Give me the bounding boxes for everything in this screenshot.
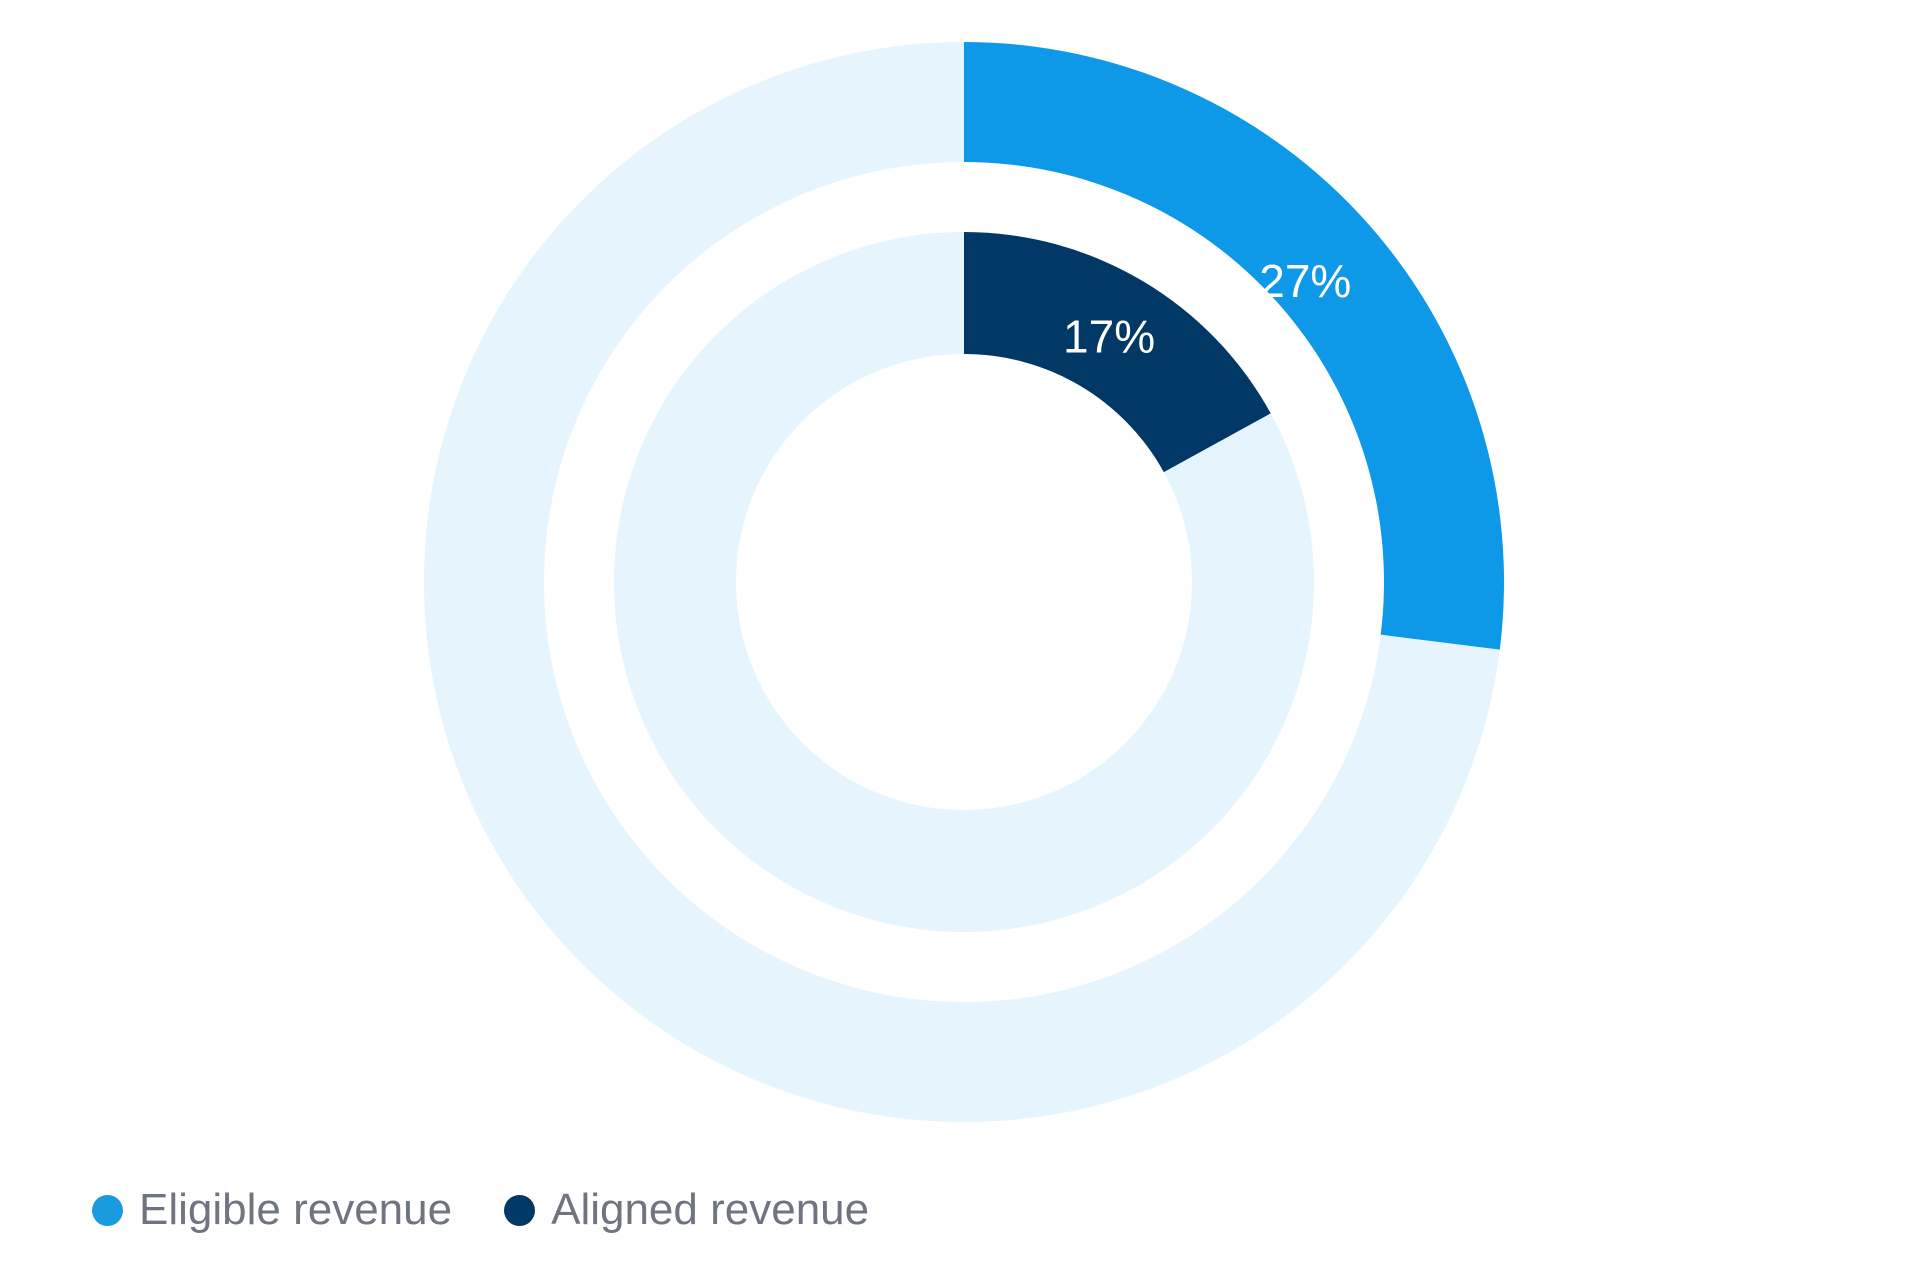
- chart-legend: Eligible revenue Aligned revenue: [92, 1188, 869, 1232]
- eligible-revenue-slice: [964, 42, 1504, 650]
- aligned-revenue-slice: [964, 232, 1271, 473]
- aligned-revenue-value-label: 17%: [1063, 311, 1155, 363]
- legend-label: Aligned revenue: [551, 1185, 870, 1234]
- legend-item-aligned-revenue: Aligned revenue: [504, 1188, 869, 1232]
- eligible-revenue-value-label: 27%: [1259, 255, 1351, 307]
- legend-item-eligible-revenue: Eligible revenue: [92, 1188, 452, 1232]
- legend-swatch: [92, 1194, 123, 1226]
- legend-swatch: [504, 1194, 536, 1226]
- legend-label: Eligible revenue: [139, 1185, 453, 1234]
